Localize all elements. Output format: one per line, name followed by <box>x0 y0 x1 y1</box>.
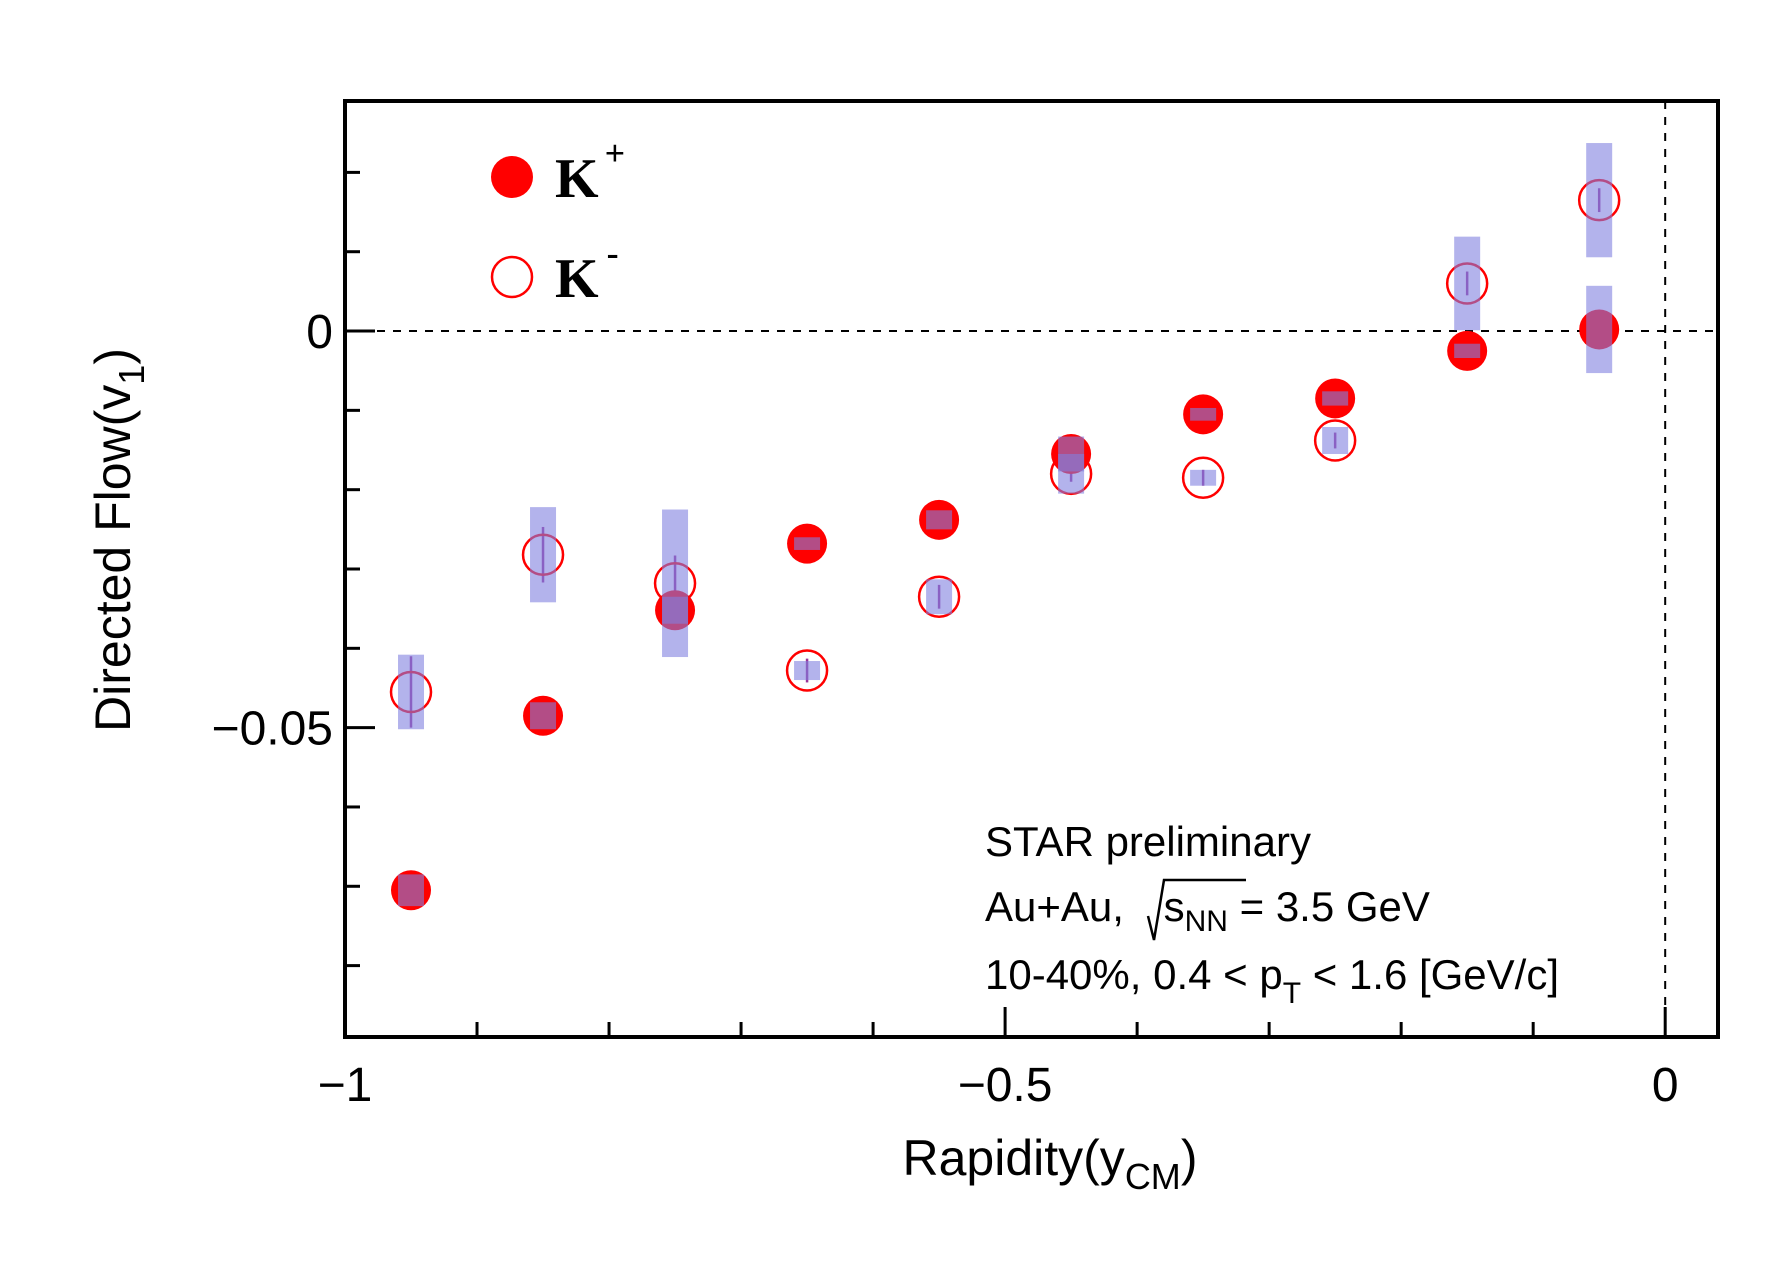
data-point-k-minus <box>785 649 829 692</box>
systematic-box <box>926 510 953 530</box>
legend: K + K- <box>490 133 625 310</box>
y-axis-title: Directed Flow(v1) <box>85 348 152 732</box>
systematic-box <box>1322 391 1349 406</box>
systematic-box <box>794 537 821 550</box>
data-markers <box>389 143 1621 911</box>
systematic-box <box>398 654 425 730</box>
systematic-box <box>794 661 821 681</box>
systematic-box <box>530 702 557 730</box>
systematic-box <box>1190 407 1217 421</box>
systematic-box <box>1586 143 1613 258</box>
x-axis-title: Rapidity(yCM) <box>903 1130 1198 1197</box>
systematic-box <box>398 874 425 907</box>
annotation-block: STAR preliminary Au+Au, sNN = 3.5 GeV 10… <box>985 818 1559 1010</box>
systematic-box <box>926 579 953 615</box>
y-tick-label: 0 <box>306 306 333 359</box>
y-tick-label: −0.05 <box>212 703 333 756</box>
data-point-k-minus <box>1181 456 1225 500</box>
x-tick-label: 0 <box>1652 1059 1679 1112</box>
x-tick-label: −0.5 <box>958 1059 1053 1112</box>
systematic-box <box>1454 236 1481 331</box>
reference-lines <box>345 101 1718 1037</box>
sqrt-sign <box>1146 878 1246 941</box>
systematic-box <box>1058 436 1085 472</box>
annotation-collision-system: Au+Au, sNN = 3.5 GeV <box>985 883 1430 938</box>
legend-label-k-minus: K- <box>555 233 619 310</box>
legend-marker-k-plus <box>491 156 533 198</box>
systematic-box <box>1322 427 1349 454</box>
annotation-star-preliminary: STAR preliminary <box>985 818 1311 865</box>
data-point-k-minus <box>917 575 961 619</box>
systematic-box <box>662 509 689 658</box>
systematic-box <box>530 507 557 603</box>
axis-tick-labels: −1 −0.5 0 −0.05 0 <box>212 306 1679 1112</box>
data-point-k-minus <box>1313 419 1357 462</box>
x-tick-label: −1 <box>318 1059 373 1112</box>
systematic-box <box>1586 285 1613 374</box>
systematic-box <box>1190 469 1217 486</box>
legend-label-k-plus: K + <box>555 133 625 210</box>
annotation-centrality-pt: 10-40%, 0.4 < pT < 1.6 [GeV/c] <box>985 951 1559 1010</box>
axis-ticks <box>343 170 1667 1037</box>
legend-marker-k-minus <box>490 255 534 299</box>
systematic-box <box>662 596 689 624</box>
systematic-box <box>1454 343 1481 359</box>
